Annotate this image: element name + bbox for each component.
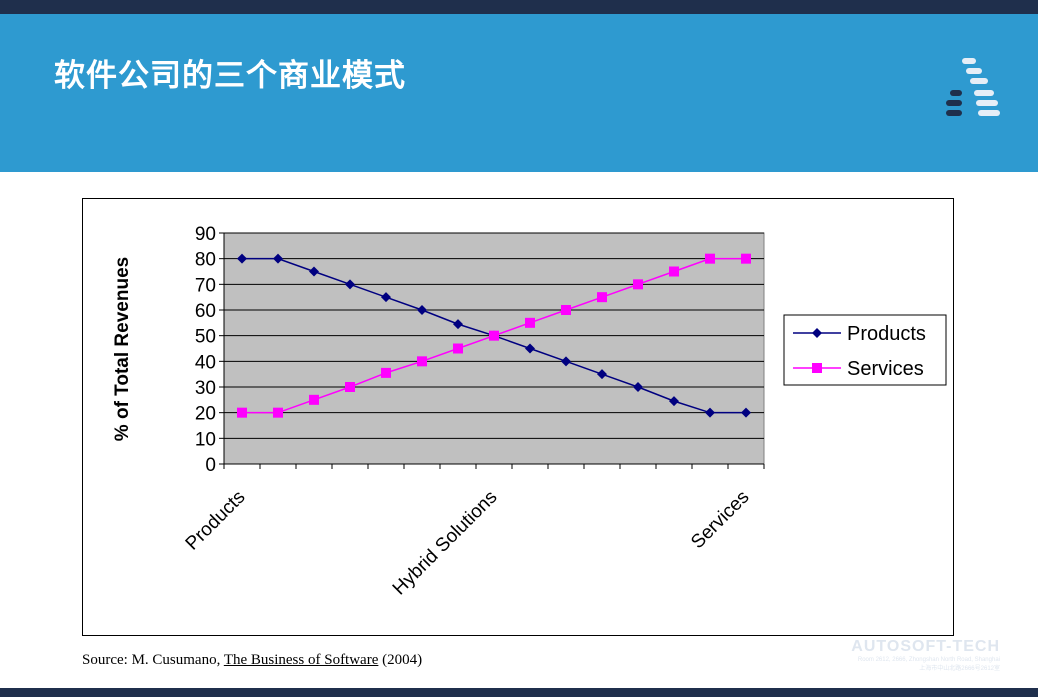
y-tick-label: 30: [195, 378, 216, 399]
y-tick-label: 70: [195, 275, 216, 296]
data-point-diamond: [381, 292, 391, 303]
data-point-diamond: [741, 407, 751, 418]
y-axis-label: % of Total Revenues: [112, 257, 133, 441]
data-point-square: [381, 367, 391, 378]
watermark-address-cn: 上海市中山北路2666号2612室: [919, 666, 1000, 672]
revenue-chart: 0 10 20 30 40 50 60 70 80 90 Products Hybrid Solut…: [112, 224, 947, 600]
bottom-dark-strip: [0, 688, 1038, 697]
source-prefix: Source: M. Cusumano,: [82, 652, 224, 668]
data-point-diamond: [597, 369, 607, 380]
header-band: [0, 14, 1038, 172]
data-point-square: [633, 279, 643, 290]
data-point-diamond: [633, 382, 643, 392]
x-tick-label: Services: [687, 487, 753, 553]
watermark-brand: AUTOSOFT-TECH: [851, 638, 1000, 655]
data-point-square: [237, 407, 247, 418]
y-tick-label: 50: [195, 327, 216, 348]
data-point-square: [669, 266, 679, 277]
legend-box: [783, 314, 947, 386]
chart-frame: 0 10 20 30 40 50 60 70 80 90 Products Hybrid Solut…: [82, 198, 954, 636]
data-point-square: [489, 330, 499, 341]
data-point-square: [597, 292, 607, 303]
autosoft-logo-icon: [946, 58, 1000, 116]
y-tick-label: 90: [195, 224, 216, 245]
y-tick-label: 10: [195, 429, 216, 450]
top-dark-strip: [0, 0, 1038, 14]
legend-label-services: Services: [847, 358, 924, 380]
source-book-link[interactable]: The Business of Software: [223, 652, 379, 668]
chart-legend: Products Services: [783, 314, 947, 386]
data-point-square: [273, 407, 283, 418]
data-point-square: [741, 253, 751, 264]
x-tick-label: Products: [182, 487, 250, 555]
data-point-diamond: [561, 356, 571, 367]
y-tick-label: 40: [195, 352, 216, 373]
data-point-square: [345, 382, 355, 392]
data-point-square: [812, 363, 822, 373]
data-point-diamond: [345, 279, 355, 290]
data-point-square: [561, 305, 571, 315]
data-point-diamond: [453, 319, 463, 330]
legend-label-products: Products: [847, 323, 926, 345]
slide-title: 软件公司的三个商业模式: [54, 58, 406, 94]
data-point-diamond: [669, 396, 679, 407]
source-citation: Source: M. Cusumano, The Business of Sof…: [82, 652, 422, 669]
data-point-square: [525, 317, 535, 328]
y-tick-label: 0: [205, 455, 216, 476]
x-tick-label: Hybrid Solutions: [389, 487, 502, 600]
y-tick-label: 20: [195, 404, 216, 425]
data-point-square: [417, 356, 427, 367]
data-point-square: [309, 394, 319, 405]
watermark-address: Room 2612, 2666, Zhongshan North Road, S…: [857, 657, 1000, 663]
data-point-square: [453, 343, 463, 354]
watermark: AUTOSOFT-TECH Room 2612, 2666, Zhongshan…: [790, 638, 1000, 674]
source-suffix: (2004): [378, 652, 423, 668]
y-tick-label: 60: [195, 301, 216, 322]
data-point-diamond: [525, 343, 535, 354]
data-point-diamond: [309, 266, 319, 277]
data-point-diamond: [705, 407, 715, 418]
y-tick-label: 80: [195, 250, 216, 271]
data-point-diamond: [812, 328, 822, 338]
data-point-diamond: [417, 305, 427, 315]
data-point-square: [705, 253, 715, 264]
